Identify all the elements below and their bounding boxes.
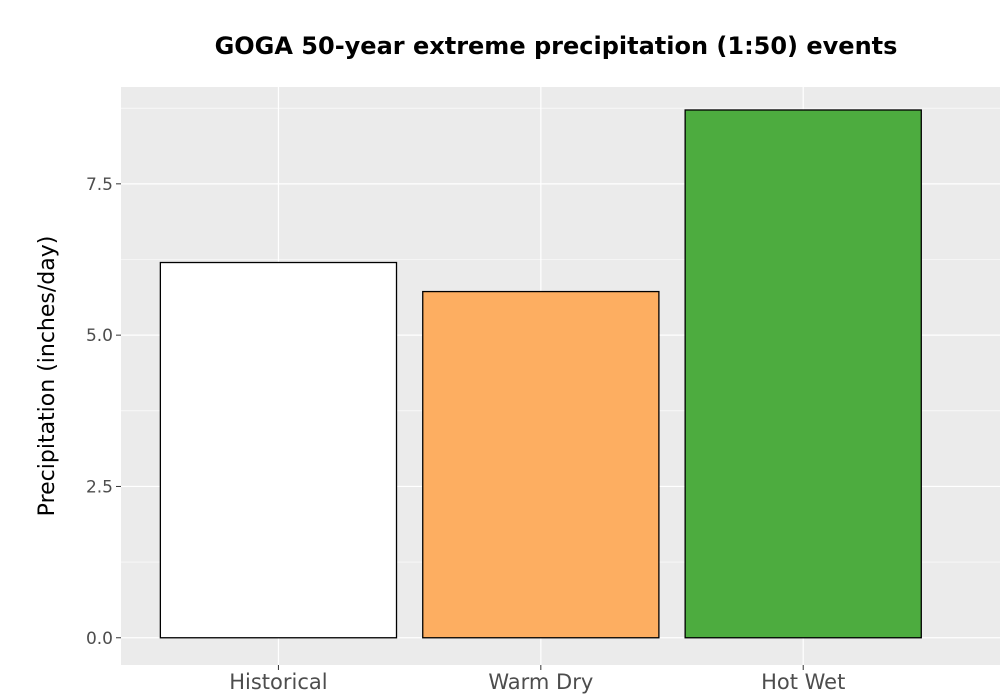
bar-historical [159, 261, 398, 639]
y-tick-label: 7.5 [86, 175, 113, 195]
x-tick-label: Hot Wet [761, 670, 845, 694]
y-axis: 0.0 2.5 5.0 7.5 [86, 175, 121, 649]
bar-warm-dry [422, 290, 660, 639]
x-tick-label: Historical [229, 670, 327, 694]
chart-title: GOGA 50-year extreme precipitation (1:50… [215, 32, 898, 60]
y-tick-label: 0.0 [86, 629, 113, 649]
y-tick-label: 5.0 [86, 326, 113, 346]
y-tick-label: 2.5 [86, 477, 113, 497]
y-axis-label: Precipitation (inches/day) [35, 236, 60, 517]
bars [159, 109, 922, 639]
bar-hot-wet [684, 109, 922, 639]
x-axis: Historical Warm Dry Hot Wet [229, 665, 845, 694]
x-tick-label: Warm Dry [488, 670, 593, 694]
